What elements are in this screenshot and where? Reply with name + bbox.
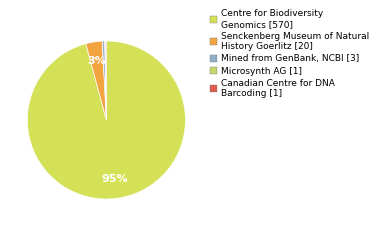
Wedge shape	[105, 41, 106, 120]
Wedge shape	[102, 41, 106, 120]
Wedge shape	[86, 41, 106, 120]
Wedge shape	[27, 41, 185, 199]
Text: 3%: 3%	[88, 56, 106, 66]
Text: 95%: 95%	[101, 174, 128, 184]
Legend: Centre for Biodiversity
Genomics [570], Senckenberg Museum of Natural
History Go: Centre for Biodiversity Genomics [570], …	[210, 9, 369, 98]
